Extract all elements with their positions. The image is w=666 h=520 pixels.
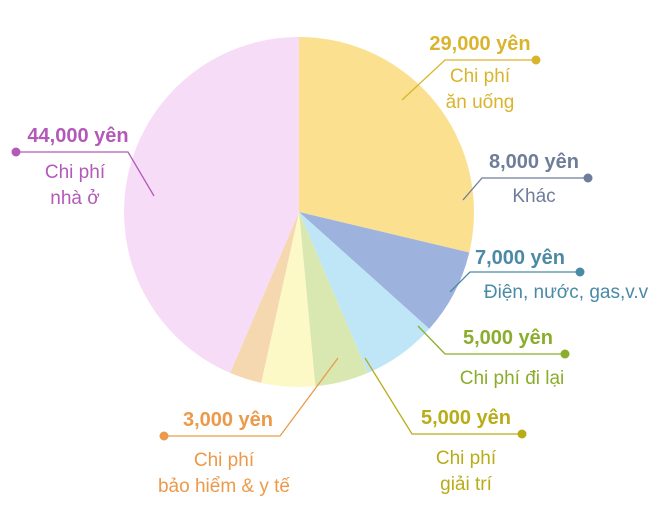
category-label-an-uong-line-2: ăn uống xyxy=(446,92,515,113)
amount-label-giai-tri: 5,000 yên xyxy=(421,407,511,429)
amount-label-an-uong: 29,000 yên xyxy=(429,33,530,55)
leader-dot-dien-nuoc-gas xyxy=(575,267,585,277)
leader-dot-giai-tri xyxy=(517,429,527,439)
leader-line-di-lai xyxy=(417,325,565,355)
leader-line-bao-hiem-y-te xyxy=(164,357,339,437)
leader-dot-bao-hiem-y-te xyxy=(159,431,169,441)
category-label-an-uong-line-1: Chi phí xyxy=(450,66,511,87)
category-label-nha-o-line-2: nhà ở xyxy=(50,188,99,209)
pie-slice-nha-o xyxy=(123,37,300,373)
leader-dot-khac xyxy=(583,173,593,183)
leader-line-dien-nuoc-gas xyxy=(449,271,580,293)
category-label-giai-tri-line-1: Chi phí xyxy=(436,448,497,469)
amount-label-di-lai: 5,000 yên xyxy=(463,327,553,349)
leader-line-nha-o xyxy=(16,151,155,197)
pie-slice-di-lai xyxy=(299,212,368,387)
leader-line-giai-tri xyxy=(364,357,522,435)
category-label-di-lai-line-1: Chi phí đi lại xyxy=(460,368,565,389)
amount-label-bao-hiem-y-te: 3,000 yên xyxy=(183,409,273,431)
amount-label-khac: 8,000 yên xyxy=(489,151,579,173)
amount-label-dien-nuoc-gas: 7,000 yên xyxy=(475,247,565,269)
amount-label-nha-o: 44,000 yên xyxy=(27,125,128,147)
pie-slice-bao-hiem-y-te xyxy=(230,212,299,383)
leader-line-an-uong xyxy=(401,59,536,101)
pie-slice-khac xyxy=(299,212,470,329)
category-label-nha-o-line-1: Chi phí xyxy=(45,162,106,183)
category-label-khac-line-1: Khác xyxy=(512,186,555,207)
category-label-giai-tri-line-2: giải trí xyxy=(440,474,492,495)
pie-slice-giai-tri xyxy=(261,212,316,388)
category-label-bao-hiem-y-te-line-1: Chi phí xyxy=(194,450,255,471)
leader-dot-di-lai xyxy=(560,349,570,359)
category-label-dien-nuoc-gas-line-1: Điện, nước, gas,v.v xyxy=(484,282,649,303)
leader-line-khac xyxy=(462,177,588,201)
leader-dot-nha-o xyxy=(11,147,21,157)
pie-slice-an-uong xyxy=(299,37,475,253)
pie-slice-dien-nuoc-gas xyxy=(299,212,430,373)
leader-dot-an-uong xyxy=(531,55,541,65)
category-label-bao-hiem-y-te-line-2: bảo hiểm & y tế xyxy=(158,476,290,497)
